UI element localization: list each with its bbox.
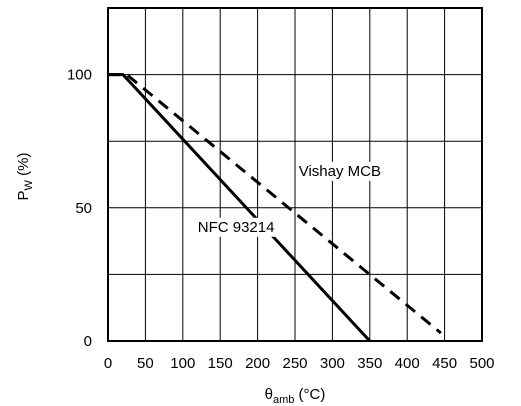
x-tick-label: 500 <box>469 355 494 372</box>
y-axis-title-main: P <box>15 190 32 200</box>
x-tick-label: 350 <box>357 355 382 372</box>
tick-labels: 0 50 100 150 200 250 300 350 400 450 500 0 50 100 <box>67 67 495 372</box>
annotation-backing <box>296 161 384 181</box>
series-line-vishay-mcb <box>108 73 442 335</box>
x-axis-title-sub: amb <box>273 394 294 406</box>
x-axis-title-unit: (°C) <box>294 386 325 403</box>
x-tick-label: 150 <box>208 355 233 372</box>
y-axis-title: PW (%) <box>15 153 35 201</box>
x-axis-title-main: θ <box>265 386 273 403</box>
y-axis-title-sub: W <box>23 179 35 190</box>
series-group <box>108 73 442 343</box>
x-tick-label: 0 <box>104 355 112 372</box>
annotation-backing <box>195 217 277 237</box>
series-annotation: Vishay MCB <box>299 163 381 180</box>
plot-frame <box>107 7 483 342</box>
y-tick-label: 0 <box>84 333 92 350</box>
y-axis-title-unit: (%) <box>15 153 32 181</box>
series-annotation: NFC 93214 <box>198 219 275 236</box>
grid <box>107 7 483 342</box>
x-tick-label: 50 <box>137 355 154 372</box>
x-tick-label: 100 <box>170 355 195 372</box>
x-tick-label: 200 <box>245 355 270 372</box>
y-tick-label: 50 <box>75 200 92 217</box>
x-tick-label: 300 <box>320 355 345 372</box>
annotations: Vishay MCB NFC 93214 <box>195 161 384 237</box>
x-axis-title: θamb (°C) <box>265 386 326 406</box>
x-tick-label: 250 <box>282 355 307 372</box>
x-tick-label: 400 <box>395 355 420 372</box>
y-tick-label: 100 <box>67 67 92 84</box>
x-tick-label: 450 <box>432 355 457 372</box>
